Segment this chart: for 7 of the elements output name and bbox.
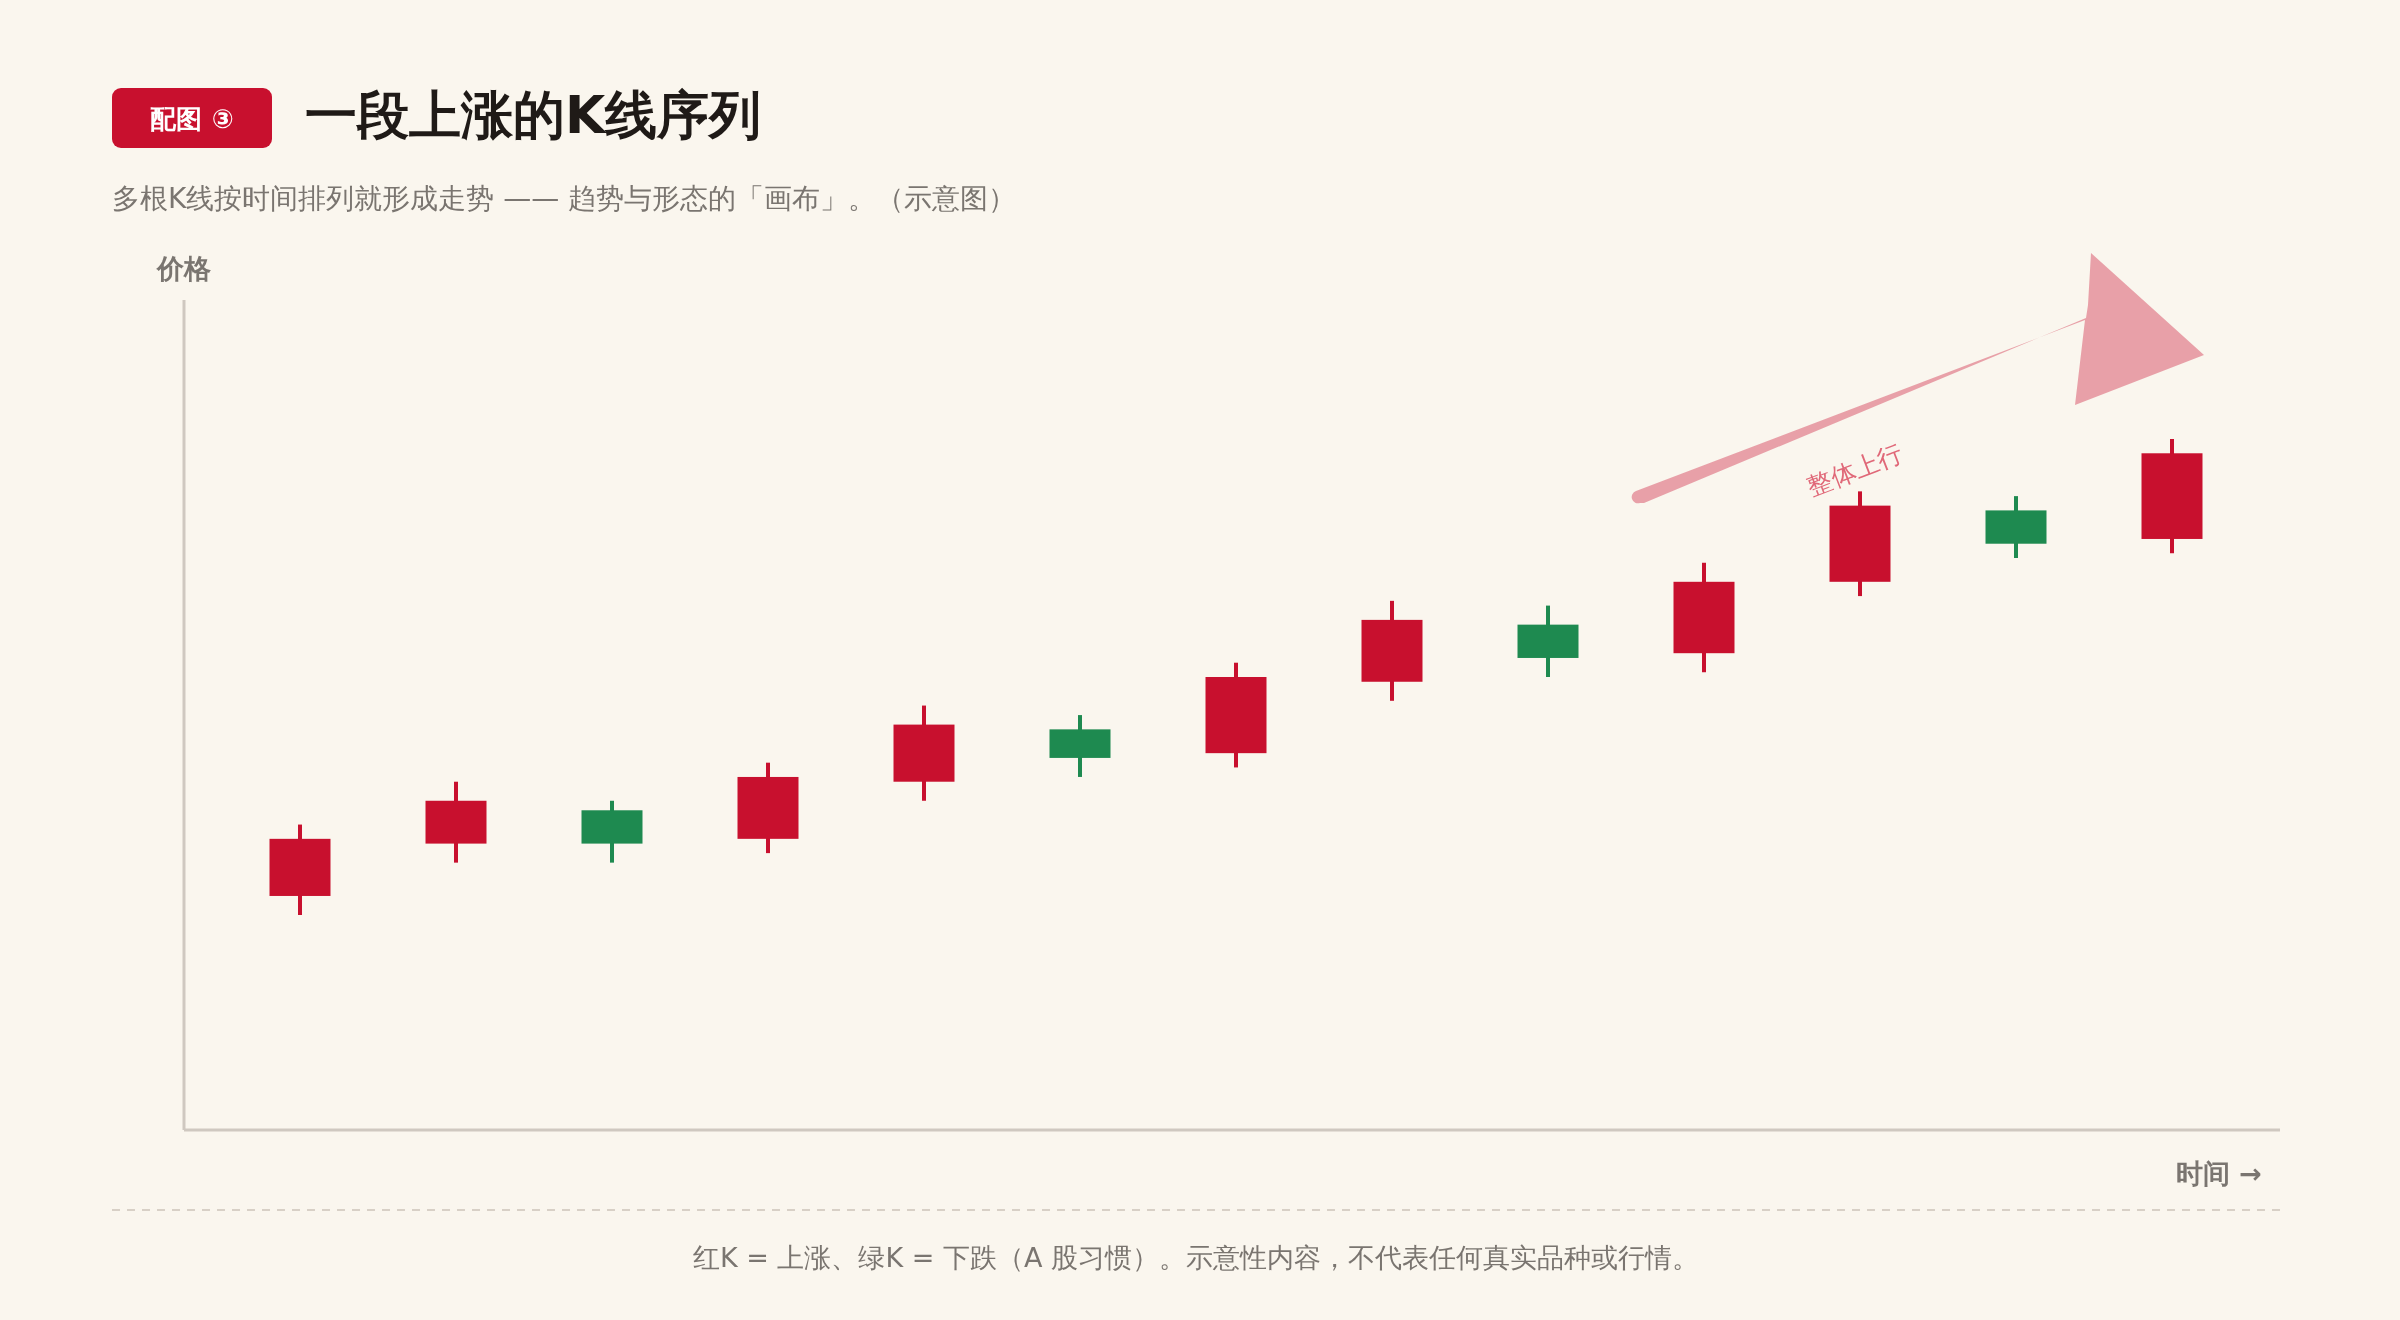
text: 价格: [156, 253, 211, 284]
text: 时间 →: [2175, 1158, 2262, 1189]
chart-subtitle: 多根K线按时间排列就形成走势 —— 趋势与形态的「画布」。（示意图）: [112, 182, 1017, 215]
text: 配图 ③: [150, 104, 234, 134]
text: 红K = 上涨、绿K = 下跌（A 股习惯）。示意性内容，不代表任何真实品种或行情。: [692, 1242, 1700, 1273]
chart-title: 一段上涨的K线序列: [305, 85, 762, 145]
annotation: 整体上行: [1803, 438, 1907, 502]
